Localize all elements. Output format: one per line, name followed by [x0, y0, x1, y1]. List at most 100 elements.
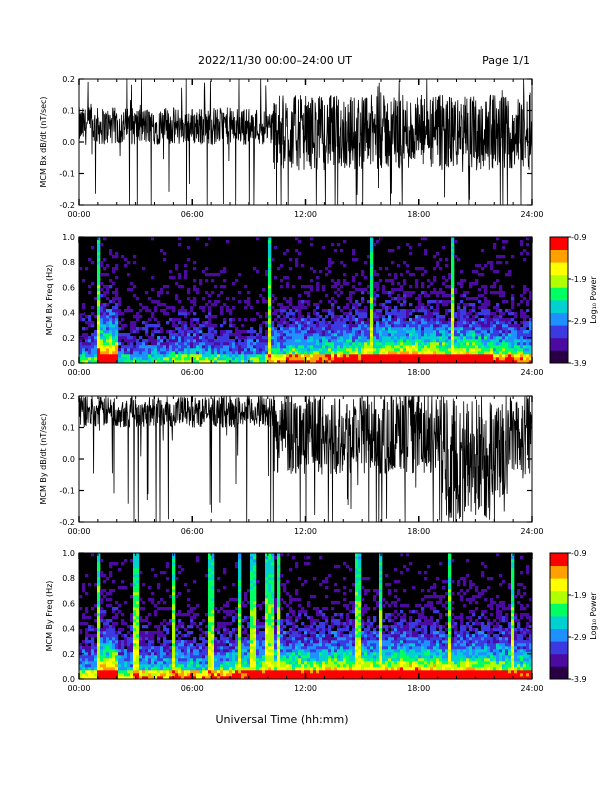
spectrogram-cell [127, 273, 130, 276]
spectrogram-cell [130, 628, 133, 631]
spectrogram-cell [154, 342, 157, 345]
spectrogram-cell [415, 309, 418, 312]
spectrogram-cell [499, 318, 502, 321]
spectrogram-cell [265, 339, 268, 342]
spectrogram-cell [157, 655, 160, 658]
spectrogram-cell [283, 252, 286, 255]
spectrogram-cell [181, 652, 184, 655]
spectrogram-cell [151, 652, 154, 655]
spectrogram-cell [238, 622, 241, 625]
spectrogram-cell [409, 333, 412, 336]
spectrogram-cell [310, 327, 313, 330]
spectrogram-cell [481, 321, 484, 324]
spectrogram-cell [367, 345, 370, 348]
spectrogram-cell [253, 661, 256, 664]
spectrogram-cell [235, 345, 238, 348]
spectrogram-cell [508, 357, 511, 360]
spectrogram-cell [133, 619, 136, 622]
spectrogram-cell [232, 351, 235, 354]
spectrogram-cell [190, 342, 193, 345]
spectrogram-cell [178, 640, 181, 643]
spectrogram-cell [331, 339, 334, 342]
spectrogram-cell [97, 580, 100, 583]
spectrogram-cell [214, 345, 217, 348]
spectrogram-cell [352, 333, 355, 336]
spectrogram-cell [238, 571, 241, 574]
spectrogram-cell [106, 336, 109, 339]
spectrogram-cell [208, 321, 211, 324]
spectrogram-cell [331, 306, 334, 309]
spectrogram-cell [289, 297, 292, 300]
spectrogram-cell [484, 315, 487, 318]
spectrogram-cell [373, 333, 376, 336]
spectrogram-cell [499, 348, 502, 351]
spectrogram-cell [109, 315, 112, 318]
spectrogram-cell [214, 640, 217, 643]
spectrogram-cell [226, 336, 229, 339]
spectrogram-cell [85, 592, 88, 595]
spectrogram-cell [394, 297, 397, 300]
spectrogram-cell [214, 339, 217, 342]
spectrogram-cell [145, 664, 148, 667]
spectrogram-cell [94, 345, 97, 348]
spectrogram-cell [385, 339, 388, 342]
spectrogram-cell [511, 342, 514, 345]
spectrogram-cell [244, 664, 247, 667]
spectrogram-cell [463, 312, 466, 315]
spectrogram-cell [178, 321, 181, 324]
spectrogram-cell [193, 658, 196, 661]
spectrogram-cell [97, 273, 100, 276]
spectrogram-cell [103, 309, 106, 312]
spectrogram-cell [433, 318, 436, 321]
spectrogram-cell [391, 279, 394, 282]
spectrogram-cell [142, 342, 145, 345]
spectrogram-cell [121, 345, 124, 348]
spectrogram-cell [145, 351, 148, 354]
spectrogram-cell [523, 288, 526, 291]
spectrogram-cell [484, 339, 487, 342]
spectrogram-cell [490, 351, 493, 354]
spectrogram-cell [202, 670, 205, 673]
spectrogram-cell [370, 270, 373, 273]
spectrogram-cell [271, 670, 274, 673]
spectrogram-cell [496, 339, 499, 342]
spectrogram-cell [169, 646, 172, 649]
spectrogram-cell [241, 643, 244, 646]
spectrogram-cell [121, 634, 124, 637]
spectrogram-cell [358, 309, 361, 312]
spectrogram-cell [145, 321, 148, 324]
spectrogram-cell [85, 607, 88, 610]
spectrogram-cell [202, 619, 205, 622]
spectrogram-cell [430, 342, 433, 345]
spectrogram-cell [448, 321, 451, 324]
spectrogram-cell [319, 324, 322, 327]
spectrogram-cell [196, 339, 199, 342]
spectrogram-cell [250, 661, 253, 664]
spectrogram-cell [316, 357, 319, 360]
spectrogram-cell [349, 345, 352, 348]
spectrogram-cell [247, 664, 250, 667]
spectrogram-cell [454, 345, 457, 348]
spectrogram-cell [472, 327, 475, 330]
spectrogram-cell [361, 312, 364, 315]
spectrogram-cell [262, 646, 265, 649]
spectrogram-cell [166, 655, 169, 658]
spectrogram-cell [403, 318, 406, 321]
spectrogram-cell [262, 297, 265, 300]
spectrogram-cell [430, 357, 433, 360]
spectrogram-cell [268, 354, 271, 357]
spectrogram-cell [148, 297, 151, 300]
spectrogram-cell [112, 640, 115, 643]
spectrogram-cell [445, 348, 448, 351]
spectrogram-cell [463, 309, 466, 312]
spectrogram-cell [103, 658, 106, 661]
spectrogram-cell [280, 342, 283, 345]
spectrogram-cell [232, 610, 235, 613]
spectrogram-cell [520, 312, 523, 315]
spectrogram-cell [268, 589, 271, 592]
spectrogram-cell [184, 348, 187, 351]
spectrogram-cell [460, 327, 463, 330]
spectrogram-cell [280, 619, 283, 622]
spectrogram-cell [160, 622, 163, 625]
spectrogram-cell [379, 354, 382, 357]
